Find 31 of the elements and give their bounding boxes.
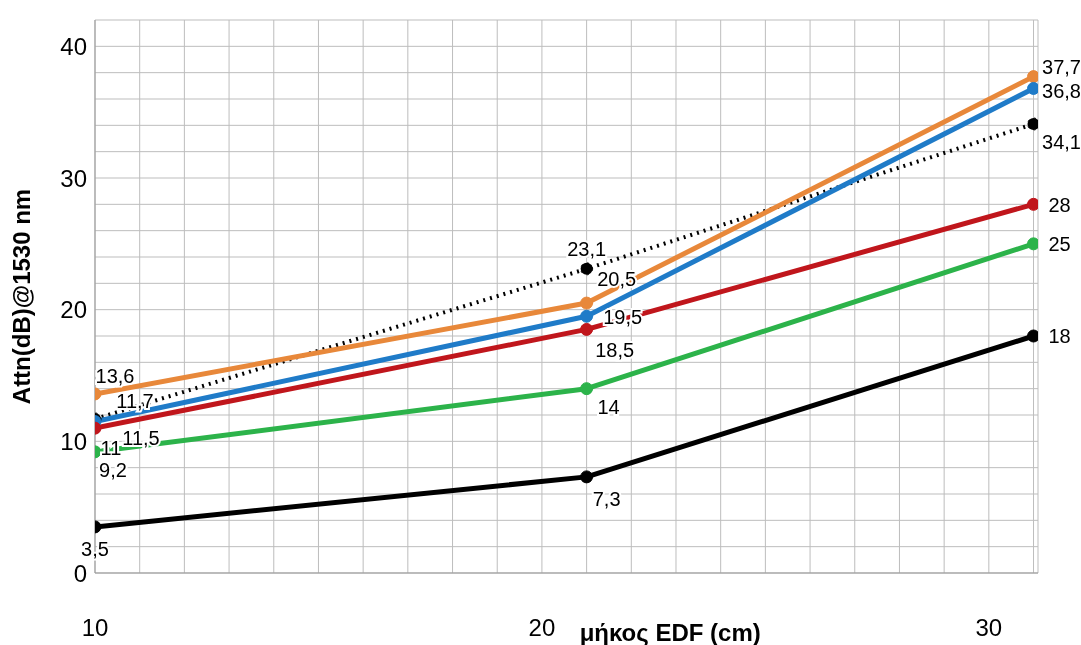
data-label: 11,7	[116, 390, 154, 413]
data-label: 3,5	[81, 538, 109, 561]
y-tick-label: 0	[73, 559, 87, 587]
x-tick-label: 30	[975, 614, 1003, 642]
y-tick-label: 10	[60, 427, 87, 455]
data-label: 14	[597, 395, 620, 418]
data-label: 9,2	[99, 459, 127, 482]
point	[1027, 237, 1038, 251]
data-label: 36,8	[1042, 79, 1081, 102]
data-label: 7,3	[592, 488, 621, 511]
y-tick-label: 40	[60, 32, 87, 60]
data-label: 18	[1048, 325, 1071, 348]
point	[1027, 197, 1038, 211]
data-label: 18,5	[595, 338, 635, 361]
point	[1027, 81, 1038, 95]
point	[1027, 329, 1038, 343]
data-label: 37,7	[1042, 55, 1081, 78]
x-tick-label: 20	[528, 614, 556, 642]
y-tick-label: 20	[60, 296, 87, 324]
point	[1027, 70, 1038, 84]
y-tick-label: 30	[60, 164, 87, 192]
data-label: 13,6	[95, 365, 135, 388]
y-axis-title: Attn(dB)@1530 nm	[7, 188, 35, 405]
data-label: 11,5	[122, 426, 160, 449]
x-tick-label: 10	[81, 614, 109, 642]
point	[1027, 117, 1038, 131]
data-label: 25	[1048, 233, 1071, 256]
data-label: 28	[1048, 193, 1071, 216]
data-label: 34,1	[1042, 131, 1081, 154]
data-label: 11	[100, 437, 122, 460]
data-label: 23,1	[567, 238, 607, 261]
